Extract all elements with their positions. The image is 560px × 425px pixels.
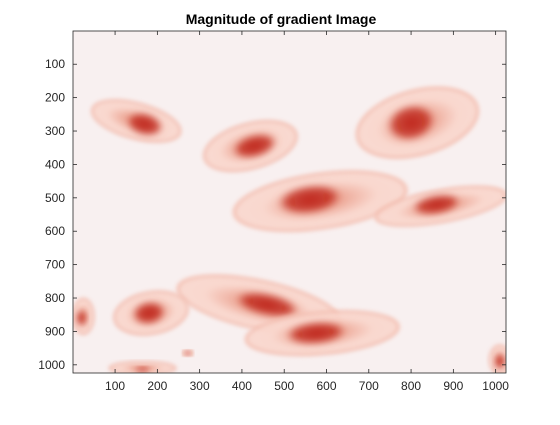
y-tick-label: 900 xyxy=(45,324,65,338)
cell-nucleus-10 xyxy=(494,353,505,370)
cell-nucleus-7 xyxy=(132,301,166,325)
x-tick-label: 100 xyxy=(105,379,125,393)
cell-nucleus-1 xyxy=(126,112,164,137)
y-tick-label: 500 xyxy=(45,191,65,205)
chart-title: Magnitude of gradient Image xyxy=(186,11,377,27)
cell-edge-8 xyxy=(245,310,399,356)
y-tick-label: 700 xyxy=(45,258,65,272)
cell-edge-1 xyxy=(91,99,181,143)
axes-box xyxy=(72,30,507,374)
x-tick-label: 900 xyxy=(443,379,463,393)
cell-nucleus-8 xyxy=(284,321,348,346)
x-tick-label: 300 xyxy=(190,379,210,393)
cell-edge-2 xyxy=(203,120,298,172)
cell-nucleus-4 xyxy=(276,183,344,216)
cell-edge-7 xyxy=(113,290,189,336)
cell-edge-11 xyxy=(108,361,177,373)
x-tick-label: 700 xyxy=(359,379,379,393)
y-tick-label: 1000 xyxy=(38,358,65,372)
x-tick-label: 500 xyxy=(274,379,294,393)
cell-nucleus-2 xyxy=(231,133,278,159)
cell-edge-5 xyxy=(375,186,506,227)
cell-edge-4 xyxy=(233,171,407,232)
cell-nucleus-5 xyxy=(411,193,462,216)
cell-nucleus-11 xyxy=(134,367,152,373)
x-tick-label: 200 xyxy=(147,379,167,393)
x-tick-label: 600 xyxy=(316,379,336,393)
x-tick-label: 400 xyxy=(232,379,252,393)
cell-nucleus-6 xyxy=(234,291,301,319)
y-tick-label: 100 xyxy=(45,57,65,71)
cell-nucleus-12 xyxy=(184,351,192,356)
cell-edge-12 xyxy=(182,349,194,357)
y-tick-label: 600 xyxy=(45,224,65,238)
x-tick-label: 800 xyxy=(401,379,421,393)
y-tick-label: 200 xyxy=(45,91,65,105)
cell-nucleus-3 xyxy=(386,103,437,142)
y-tick-label: 300 xyxy=(45,124,65,138)
y-tick-label: 800 xyxy=(45,291,65,305)
x-tick-label: 1000 xyxy=(482,379,509,393)
cell-edge-10 xyxy=(488,344,506,373)
cell-nucleus-9 xyxy=(76,309,87,327)
y-tick-label: 400 xyxy=(45,157,65,171)
gradient-image xyxy=(73,31,506,373)
cell-edge-3 xyxy=(356,87,479,159)
axes: 100 200 300 400 500 600 700 800 900 1000 100 200 300… xyxy=(38,30,509,393)
